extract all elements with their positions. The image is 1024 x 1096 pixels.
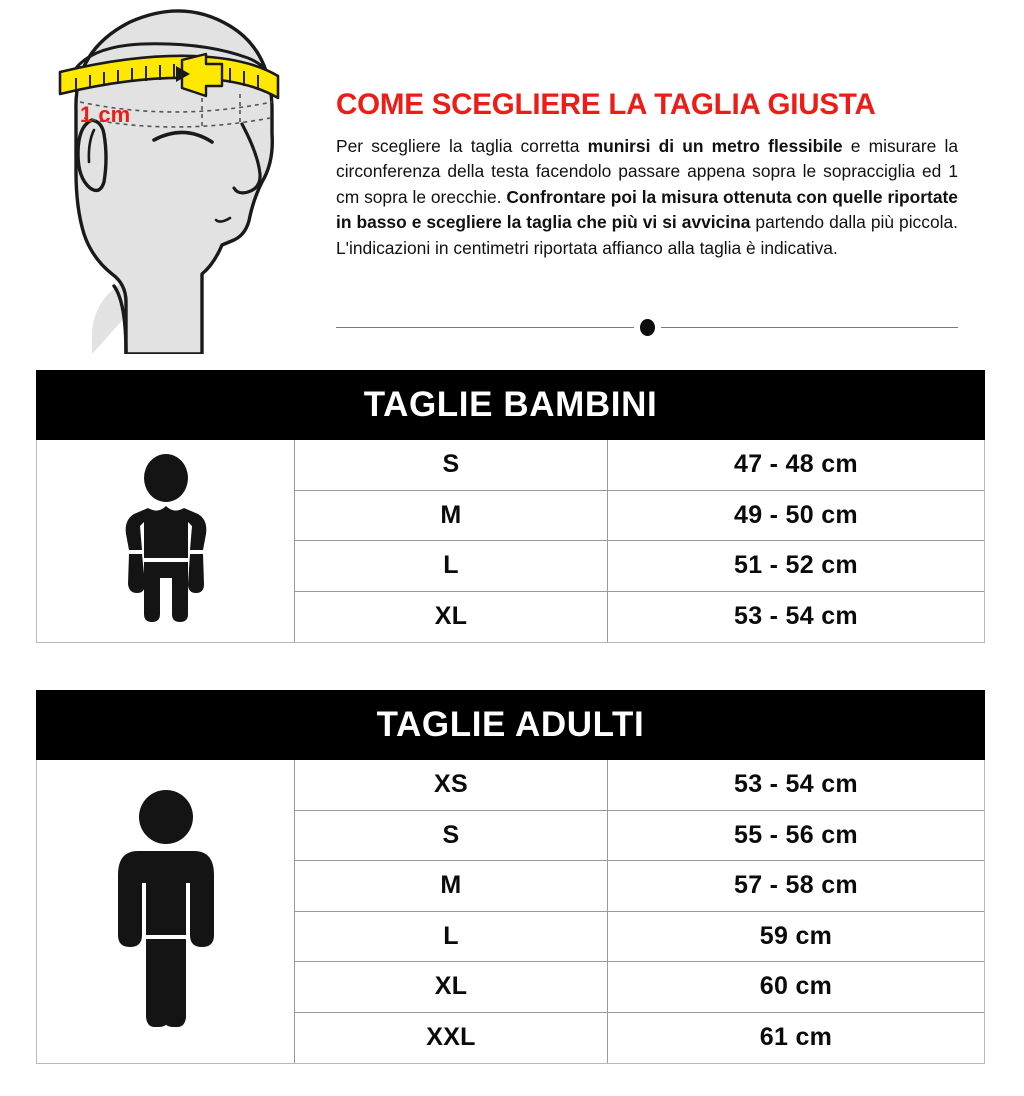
head-diagram-icon: 1 cm — [58, 9, 280, 356]
intro-text-3: partendo dalla più piccola. L'indicazion… — [336, 212, 958, 258]
divider-rule-right — [660, 326, 958, 328]
divider-rule-left — [336, 326, 634, 328]
table-row: XL 60 cm — [295, 962, 984, 1013]
measure-value: 60 cm — [759, 972, 833, 1001]
size-table-adulti: TAGLIE ADULTI XS 53 - 54 cm — [36, 690, 985, 1064]
child-figure-cell — [37, 440, 295, 642]
table-row: XS 53 - 54 cm — [295, 760, 984, 811]
table-row: XXL 61 cm — [295, 1012, 984, 1063]
child-pictogram-icon — [125, 454, 206, 622]
section-divider — [336, 316, 958, 338]
intro-paragraph: Per scegliere la taglia corretta munirsi… — [336, 134, 958, 261]
divider-dot — [639, 318, 655, 336]
intro-text-block: COME SCEGLIERE LA TAGLIA GIUSTA Per sceg… — [336, 88, 958, 261]
measure-value: 59 cm — [759, 921, 833, 950]
size-label: L — [295, 541, 608, 591]
table-row: S 47 - 48 cm — [295, 440, 984, 491]
tape-label: 1 cm — [80, 102, 130, 127]
size-rows-adulti: XS 53 - 54 cm S 55 - 56 cm M 57 - 58 cm … — [295, 760, 984, 1063]
size-label: S — [295, 440, 608, 490]
table-body-bambini: S 47 - 48 cm M 49 - 50 cm L 51 - 52 cm X… — [36, 440, 985, 643]
measure-value: 51 - 52 cm — [734, 551, 858, 580]
table-row: S 55 - 56 cm — [295, 810, 984, 861]
size-rows-bambini: S 47 - 48 cm M 49 - 50 cm L 51 - 52 cm X… — [295, 440, 984, 642]
table-body-adulti: XS 53 - 54 cm S 55 - 56 cm M 57 - 58 cm … — [36, 760, 985, 1064]
table-header-adulti: TAGLIE ADULTI — [36, 690, 985, 760]
table-row: M 57 - 58 cm — [295, 861, 984, 912]
size-label: XL — [295, 591, 608, 642]
intro-text-2: e misurare la circonferenza della testa … — [336, 136, 958, 207]
size-label: XL — [295, 962, 608, 1012]
size-label: M — [295, 490, 608, 540]
measure-value: 53 - 54 cm — [734, 602, 858, 631]
measure-value: 57 - 58 cm — [734, 871, 858, 900]
measure-value: 55 - 56 cm — [734, 820, 858, 849]
measure-value: 61 cm — [759, 1023, 833, 1052]
size-label: S — [295, 810, 608, 860]
measure-value: 47 - 48 cm — [734, 450, 858, 479]
table-row: M 49 - 50 cm — [295, 490, 984, 541]
measuring-tape-icon — [58, 52, 280, 100]
size-label: M — [295, 861, 608, 911]
table-row: L 51 - 52 cm — [295, 541, 984, 592]
size-label: L — [295, 911, 608, 961]
adult-pictogram-icon — [117, 789, 214, 1027]
size-label: XXL — [295, 1012, 608, 1063]
size-label: XS — [295, 760, 608, 810]
intro-text-1: Per scegliere la taglia corretta — [336, 136, 588, 156]
intro-text-bold-1: munirsi di un metro flessibile — [587, 136, 843, 156]
adult-figure-cell — [37, 760, 295, 1063]
measure-value: 49 - 50 cm — [734, 500, 858, 529]
table-row: XL 53 - 54 cm — [295, 591, 984, 642]
measure-value: 53 - 54 cm — [734, 770, 858, 799]
table-row: L 59 cm — [295, 911, 984, 962]
intro-section: 1 cm COME SCEGLIERE LA TAGLIA GIUSTA Per… — [0, 0, 1024, 362]
page-title: COME SCEGLIERE LA TAGLIA GIUSTA — [336, 88, 876, 121]
size-table-bambini: TAGLIE BAMBINI S 47 - 48 cm — [36, 370, 985, 643]
head-measurement-illustration: 1 cm — [34, 2, 324, 356]
intro-text-bold-2: Confrontare poi la misura ottenuta con q… — [336, 186, 958, 233]
table-header-bambini: TAGLIE BAMBINI — [36, 370, 985, 440]
